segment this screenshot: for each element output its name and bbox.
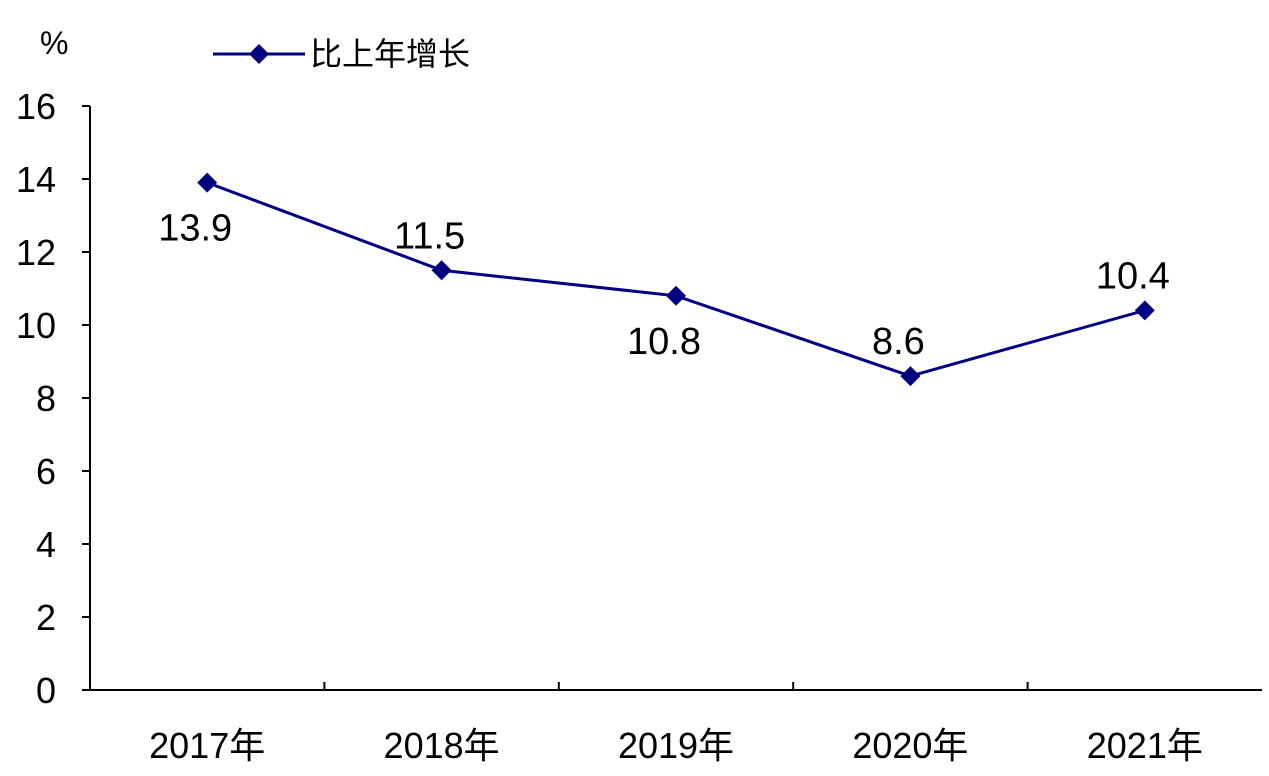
data-point-marker [1134,300,1155,321]
data-label: 10.8 [627,321,701,363]
x-tick-label: 2021年 [1087,725,1203,766]
data-point-marker [900,366,921,387]
data-label: 13.9 [158,208,232,250]
data-point-marker [197,172,218,193]
legend: 比上年增长 [213,35,470,73]
x-tick-label: 2017年 [149,725,265,766]
y-axis-unit-label: % [40,25,68,61]
data-label: 8.6 [872,321,925,363]
x-tick-label: 2019年 [618,725,734,766]
y-tick-label: 10 [16,305,56,346]
y-tick-label: 16 [16,86,56,127]
y-tick-label: 0 [36,670,56,711]
axes [89,106,1262,691]
x-tick-label: 2018年 [384,725,500,766]
data-point-marker [666,285,686,306]
y-tick-label: 14 [16,159,56,200]
x-tick-label: 2020年 [852,725,968,766]
legend-series-label: 比上年增长 [310,35,470,73]
series-growth-rate: 13.9 11.5 10.8 8.6 10.4 [158,172,1170,387]
y-tick-label: 12 [16,232,56,273]
y-axis: 0 2 4 6 8 10 12 14 16 [16,86,90,711]
y-tick-label: 2 [36,597,56,638]
legend-diamond-marker [249,44,269,64]
data-label: 10.4 [1096,255,1170,297]
y-tick-label: 4 [36,524,56,565]
data-point-marker [431,260,452,281]
y-tick-label: 6 [36,451,56,492]
y-tick-label: 8 [36,378,56,419]
x-axis: 2017年 2018年 2019年 2020年 2021年 [149,682,1203,766]
data-label: 11.5 [394,215,465,257]
